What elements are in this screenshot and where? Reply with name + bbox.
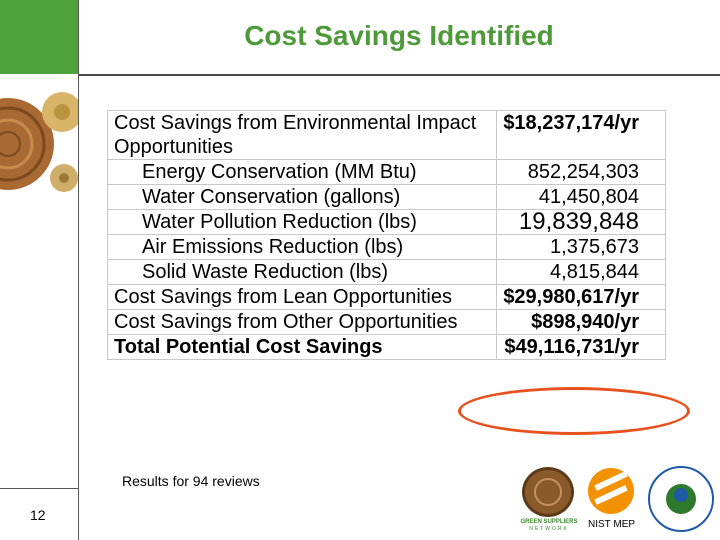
row-label: Total Potential Cost Savings bbox=[106, 334, 498, 360]
row-label: Cost Savings from Environmental Impact O… bbox=[106, 110, 498, 160]
left-divider bbox=[78, 0, 79, 540]
row-value: 852,254,303 bbox=[496, 159, 666, 185]
page-number: 12 bbox=[30, 507, 46, 523]
results-note: Results for 94 reviews bbox=[122, 473, 260, 489]
row-label: Water Pollution Reduction (lbs) bbox=[106, 209, 498, 235]
row-value: 1,375,673 bbox=[496, 234, 666, 260]
table-row-total: Total Potential Cost Savings $49,116,731… bbox=[106, 334, 666, 360]
gsn-logo-text: GREEN SUPPLIERS bbox=[520, 519, 578, 525]
header-divider bbox=[78, 74, 720, 76]
row-label: Water Conservation (gallons) bbox=[106, 184, 498, 210]
table-row: Water Pollution Reduction (lbs) 19,839,8… bbox=[106, 209, 666, 235]
wood-gears-decoration bbox=[0, 74, 78, 234]
cost-savings-table: Cost Savings from Environmental Impact O… bbox=[106, 110, 666, 360]
epa-seal-logo bbox=[648, 466, 714, 532]
table-row: Water Conservation (gallons) 41,450,804 bbox=[106, 184, 666, 210]
table-row: Cost Savings from Other Opportunities $8… bbox=[106, 309, 666, 335]
row-value: 41,450,804 bbox=[496, 184, 666, 210]
table-row: Air Emissions Reduction (lbs) 1,375,673 bbox=[106, 234, 666, 260]
footer-divider bbox=[0, 488, 78, 489]
row-label: Solid Waste Reduction (lbs) bbox=[106, 259, 498, 285]
epa-flower-icon bbox=[674, 488, 688, 502]
row-label: Cost Savings from Lean Opportunities bbox=[106, 284, 498, 310]
page-title: Cost Savings Identified bbox=[244, 20, 554, 51]
row-value: 19,839,848 bbox=[496, 209, 666, 235]
row-value: $18,237,174/yr bbox=[496, 110, 666, 160]
total-highlight-circle bbox=[458, 387, 690, 435]
row-label: Energy Conservation (MM Btu) bbox=[106, 159, 498, 185]
row-value: $29,980,617/yr bbox=[496, 284, 666, 310]
row-value: $49,116,731/yr bbox=[496, 334, 666, 360]
table-row: Cost Savings from Lean Opportunities $29… bbox=[106, 284, 666, 310]
row-value: $898,940/yr bbox=[496, 309, 666, 335]
nist-mep-logo bbox=[588, 468, 634, 514]
table-row: Solid Waste Reduction (lbs) 4,815,844 bbox=[106, 259, 666, 285]
green-suppliers-network-logo: GREEN SUPPLIERS NETWORK bbox=[520, 467, 578, 532]
row-label: Cost Savings from Other Opportunities bbox=[106, 309, 498, 335]
row-value: 4,815,844 bbox=[496, 259, 666, 285]
table-row: Energy Conservation (MM Btu) 852,254,303 bbox=[106, 159, 666, 185]
wood-ring-inner-icon bbox=[534, 478, 562, 506]
gsn-logo-text-sub: NETWORK bbox=[529, 526, 569, 532]
table-row: Cost Savings from Environmental Impact O… bbox=[106, 110, 666, 160]
row-label: Air Emissions Reduction (lbs) bbox=[106, 234, 498, 260]
header-green-box bbox=[0, 0, 78, 74]
nist-mep-label: NIST MEP bbox=[588, 519, 636, 530]
